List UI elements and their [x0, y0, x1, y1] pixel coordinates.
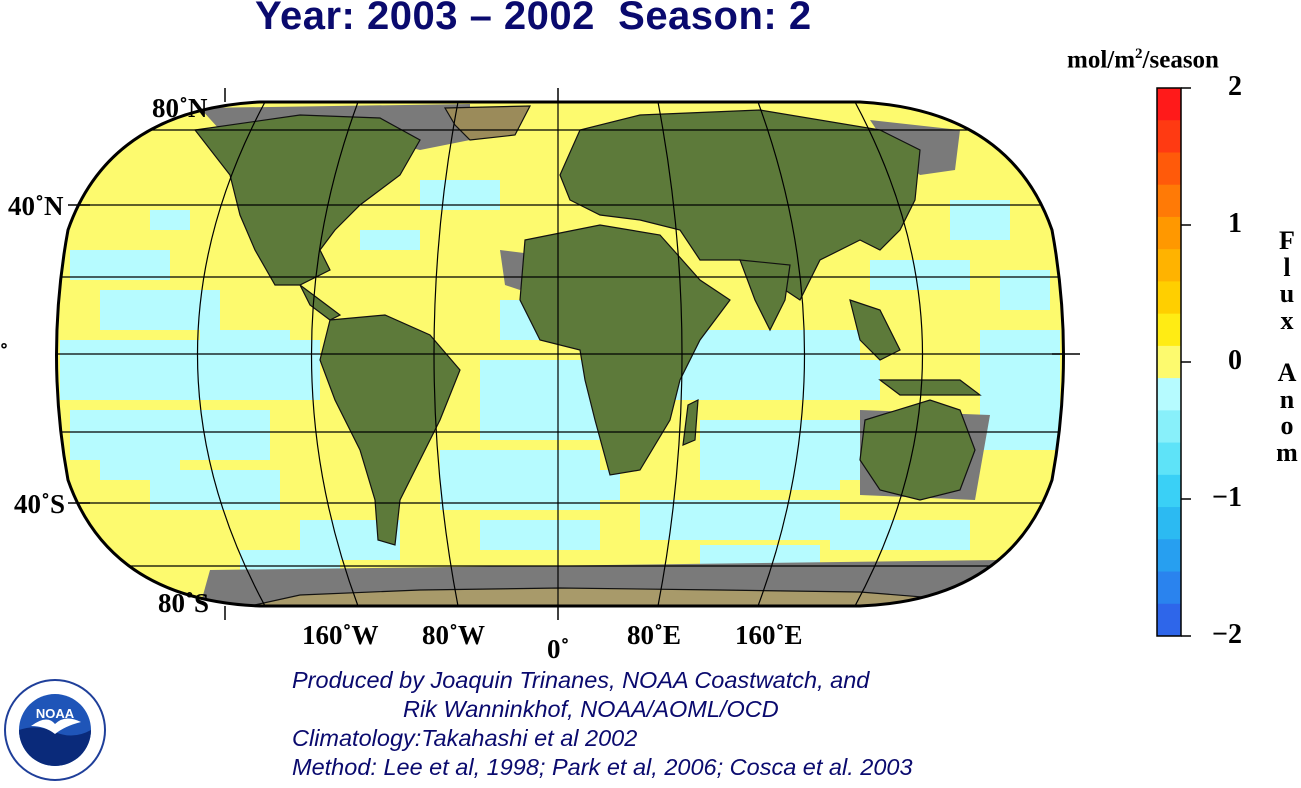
colorbar-tick-neg2: −2: [1212, 619, 1242, 650]
colorbar-bin: [1157, 152, 1181, 186]
credit-line: Method: Lee et al, 1998; Park et al, 200…: [292, 754, 913, 780]
colorbar-tick-neg1: −1: [1212, 482, 1242, 513]
lat-label-40n: 40˚N: [8, 191, 64, 221]
negative-anomaly-cell: [820, 360, 880, 400]
lat-label-80s: 80˚S: [158, 588, 210, 618]
colorbar-unit: mol/m2/season: [1067, 46, 1219, 74]
lon-label-160e: 160˚E: [735, 620, 803, 650]
colorbar-bin: [1157, 410, 1181, 444]
lon-label-80e: 80˚E: [627, 620, 681, 650]
negative-anomaly-cell: [240, 550, 340, 570]
lon-label-0: 0˚: [547, 634, 570, 664]
negative-anomaly-cell: [700, 545, 820, 565]
globe-outline: [55, 100, 1065, 608]
colorbar-axis-letter: m: [1276, 437, 1298, 467]
colorbar-bin: [1157, 184, 1181, 218]
negative-anomaly-cell: [100, 440, 180, 480]
colorbar-bin: [1157, 216, 1181, 250]
colorbar-bin: [1157, 249, 1181, 282]
credit-line: Rik Wanninkhof, NOAA/AOML/OCD: [292, 696, 779, 722]
negative-anomaly-cell: [360, 230, 420, 250]
negative-anomaly-cell: [950, 200, 1010, 240]
colorbar-bin: [1157, 571, 1181, 605]
colorbar-axis-letter: o: [1280, 411, 1294, 440]
lat-label-0: 0˚: [0, 339, 9, 369]
colorbar-bin: [1157, 474, 1181, 508]
colorbar-tick-1: 1: [1228, 208, 1242, 239]
colorbar-unit-suffix: /season: [1142, 46, 1219, 74]
negative-anomaly-cell: [480, 520, 600, 550]
lat-label-40s: 40˚S: [14, 489, 66, 519]
colorbar-bin: [1157, 442, 1181, 476]
negative-anomaly-cell: [70, 250, 170, 280]
colorbar-axis-letter: F: [1279, 226, 1295, 255]
colorbar-tick-0: 0: [1228, 345, 1242, 376]
colorbar-bin: [1157, 120, 1181, 153]
negative-anomaly-cell: [200, 330, 290, 360]
colorbar-axis-letter: x: [1280, 305, 1294, 335]
graticule: [56, 102, 1064, 606]
colorbar-axis-letter: A: [1277, 358, 1297, 387]
negative-anomaly-cell: [480, 360, 600, 440]
lon-label-80w: 80˚W: [422, 620, 485, 650]
colorbar-axis-label: F l u x A n o m: [1272, 226, 1301, 467]
lon-label-160w: 160˚W: [302, 620, 379, 650]
negative-anomaly-cell: [100, 290, 220, 330]
colorbar-bin: [1157, 281, 1181, 315]
colorbar-bin: [1157, 345, 1181, 379]
axis-ticks: [68, 88, 1080, 620]
colorbar-bin: [1157, 603, 1181, 637]
colorbar-bin: [1157, 88, 1181, 121]
credit-line: Produced by Joaquin Trinanes, NOAA Coast…: [292, 667, 870, 693]
colorbar-bin: [1157, 539, 1181, 573]
colorbar: [1156, 87, 1191, 637]
colorbar-bin: [1157, 507, 1181, 540]
land-masses: [193, 105, 982, 606]
noaa-logo-text: NOAA: [36, 706, 75, 721]
colorbar-axis-letter: [1272, 334, 1301, 360]
noaa-logo-icon: NOAA: [4, 679, 106, 781]
colorbar-bin: [1157, 313, 1181, 347]
negative-anomaly-cell: [760, 460, 840, 490]
negative-anomaly-cell: [830, 520, 970, 550]
negative-anomaly-cell: [150, 210, 190, 230]
negative-anomaly-cell: [1000, 270, 1050, 310]
credit-line: Climatology:Takahashi et al 2002: [292, 725, 638, 751]
lat-label-80n: 80˚N: [152, 93, 208, 123]
colorbar-axis-letter: u: [1279, 279, 1295, 308]
negative-anomaly-cell: [870, 260, 970, 290]
colorbar-unit-prefix: mol/m: [1067, 46, 1136, 74]
colorbar-tick-2: 2: [1228, 71, 1242, 102]
map-title: Year: 2003 – 2002 Season: 2: [255, 0, 812, 38]
negative-anomaly-cell: [980, 330, 1060, 450]
colorbar-axis-letter: n: [1279, 384, 1295, 414]
colorbar-axis-letter: l: [1283, 252, 1291, 282]
colorbar-bin: [1157, 378, 1181, 411]
credits: Produced by Joaquin Trinanes, NOAA Coast…: [292, 666, 913, 782]
colorbar-unit-sup: 2: [1135, 46, 1143, 62]
